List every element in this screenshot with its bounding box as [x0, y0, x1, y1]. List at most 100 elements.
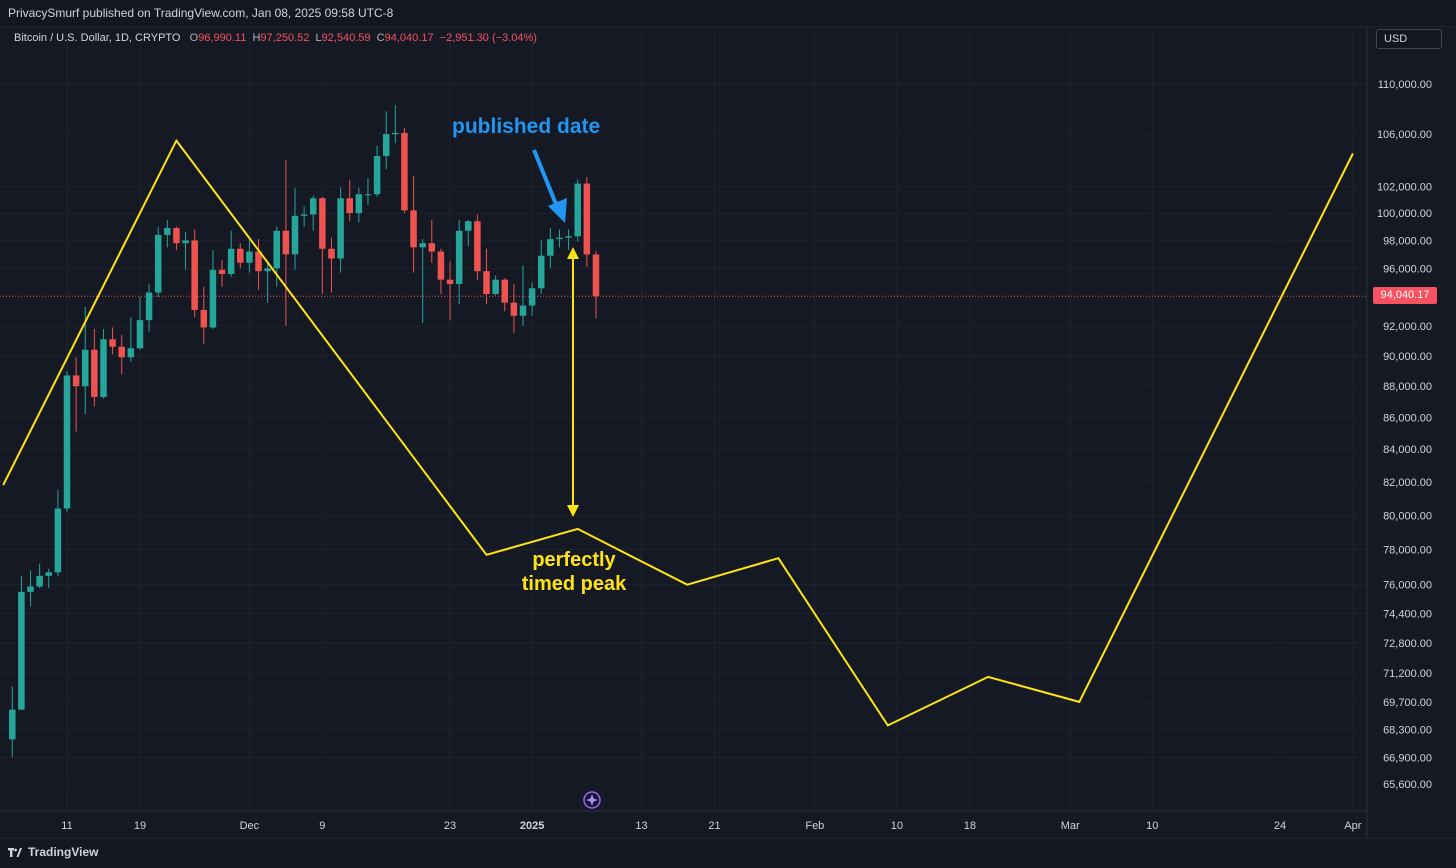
candle[interactable]: [164, 219, 171, 248]
candle[interactable]: [428, 219, 436, 263]
candle[interactable]: [373, 145, 381, 197]
perfectly-timed-peak-annotation[interactable]: perfectly timed peak: [521, 549, 627, 595]
candle[interactable]: [364, 178, 372, 205]
price-axis[interactable]: 110,000.00 106,000.00 102,000.00 100,000.00…: [1377, 79, 1432, 791]
candle[interactable]: [519, 265, 527, 326]
candle[interactable]: [455, 219, 463, 305]
candle-body: [81, 349, 89, 387]
candle[interactable]: [18, 575, 25, 710]
candle[interactable]: [501, 278, 509, 312]
candle[interactable]: [510, 283, 518, 334]
candle[interactable]: [410, 175, 417, 273]
price-tick-label: 102,000.00: [1377, 181, 1432, 193]
currency-button[interactable]: USD: [1376, 29, 1442, 49]
candle[interactable]: [437, 248, 445, 294]
candle[interactable]: [36, 563, 43, 589]
candle-body: [72, 375, 80, 387]
candle[interactable]: [300, 206, 308, 227]
candle[interactable]: [483, 248, 490, 305]
candle[interactable]: [328, 237, 335, 293]
candle[interactable]: [556, 229, 563, 248]
price-tick-label: 98,000.00: [1383, 235, 1432, 247]
candle[interactable]: [63, 370, 71, 512]
candle[interactable]: [218, 259, 226, 287]
published-date-annotation[interactable]: published date: [452, 115, 601, 138]
candle[interactable]: [392, 105, 399, 144]
price-tick-label: 65,600.00: [1383, 779, 1432, 791]
candle[interactable]: [182, 232, 189, 270]
candle[interactable]: [528, 282, 536, 316]
annotation-arrows: [532, 149, 579, 517]
candle[interactable]: [246, 240, 253, 273]
candle-body: [54, 508, 62, 573]
candle[interactable]: [355, 187, 363, 223]
candle[interactable]: [492, 275, 499, 296]
candle[interactable]: [565, 229, 572, 251]
open-value: 96,990.11: [198, 32, 247, 44]
candle-body: [410, 210, 417, 248]
tradingview-logo[interactable]: TradingView: [8, 845, 98, 859]
candle[interactable]: [537, 240, 545, 294]
time-axis[interactable]: 11 19 Dec 9 23 2025 13 21 Feb 10 18 Mar 10 24 Apr: [61, 820, 1362, 832]
candle[interactable]: [127, 317, 135, 362]
candle[interactable]: [574, 179, 581, 242]
candle[interactable]: [9, 686, 16, 758]
candle[interactable]: [145, 283, 153, 332]
candle-body: [118, 346, 125, 358]
grid: [0, 26, 1367, 811]
candle-body: [282, 230, 290, 255]
candle[interactable]: [592, 250, 600, 319]
candle-body: [182, 240, 189, 244]
candle[interactable]: [200, 286, 208, 344]
candle[interactable]: [154, 226, 162, 297]
candle[interactable]: [346, 179, 353, 222]
candle-body: [446, 279, 454, 284]
candle[interactable]: [309, 195, 317, 231]
symbol-legend[interactable]: Bitcoin / U.S. Dollar, 1D, CRYPTO O96,99…: [14, 32, 537, 44]
candle[interactable]: [173, 226, 180, 251]
candle[interactable]: [136, 296, 144, 350]
candle-body: [63, 375, 71, 509]
candle-body: [501, 279, 509, 303]
tradingview-brand: TradingView: [28, 845, 99, 859]
candle[interactable]: [547, 228, 554, 269]
candle[interactable]: [446, 261, 454, 321]
candle-body: [574, 183, 581, 237]
price-tick-label: 84,000.00: [1383, 444, 1432, 456]
candle[interactable]: [583, 176, 591, 267]
candle[interactable]: [54, 490, 62, 576]
candle[interactable]: [273, 226, 281, 287]
candle[interactable]: [227, 230, 235, 277]
candle[interactable]: [91, 328, 98, 407]
candle[interactable]: [319, 196, 326, 294]
candle[interactable]: [27, 570, 34, 607]
event-marker[interactable]: [583, 791, 601, 809]
projection-line[interactable]: [2, 138, 1354, 727]
candle[interactable]: [237, 243, 244, 269]
candle-body: [291, 215, 299, 255]
candle[interactable]: [209, 250, 217, 329]
candle-body: [328, 248, 335, 259]
candle[interactable]: [401, 127, 408, 214]
candle[interactable]: [382, 111, 390, 170]
candle-body: [364, 194, 372, 196]
candle-body: [309, 198, 317, 215]
candle[interactable]: [255, 239, 262, 290]
price-tick-label: 110,000.00: [1378, 79, 1432, 91]
candle[interactable]: [118, 334, 125, 374]
candle[interactable]: [474, 214, 481, 280]
candle[interactable]: [72, 357, 80, 432]
candle[interactable]: [282, 159, 290, 326]
candle-body: [392, 132, 399, 135]
candle[interactable]: [45, 568, 53, 589]
candle[interactable]: [81, 306, 89, 415]
candle[interactable]: [291, 187, 299, 270]
candle[interactable]: [264, 264, 271, 303]
candle[interactable]: [419, 239, 426, 324]
candle[interactable]: [100, 328, 107, 399]
candle[interactable]: [465, 219, 472, 246]
candle[interactable]: [109, 327, 116, 355]
candle[interactable]: [337, 187, 344, 273]
candle[interactable]: [191, 229, 198, 318]
